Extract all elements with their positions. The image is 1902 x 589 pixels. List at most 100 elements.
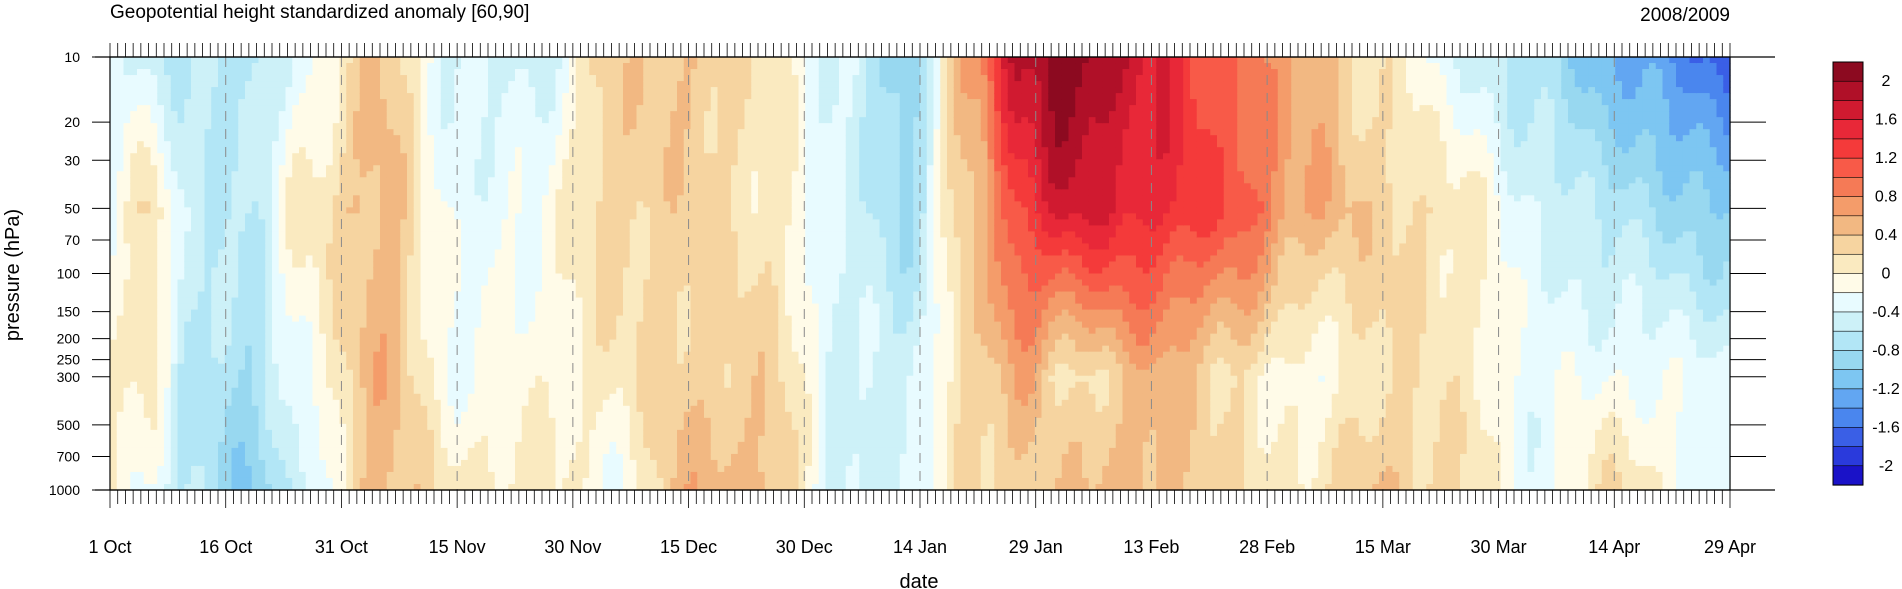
field-cell [184,69,192,76]
field-cell [467,213,476,220]
field-cell [211,465,219,473]
field-cell [454,297,462,305]
field-cell [224,441,233,449]
field-cell [339,471,347,479]
field-cell [440,159,449,166]
field-cell [346,267,354,275]
field-cell [191,99,199,106]
field-cell [434,441,442,449]
field-cell [447,297,455,305]
field-cell [386,447,395,455]
field-cell [231,261,239,269]
field-cell [407,453,415,461]
field-cell [366,105,374,112]
field-cell [319,273,327,281]
field-cell [373,123,381,130]
field-cell [407,141,415,148]
field-cell [116,123,125,130]
field-cell [353,141,361,148]
field-cell [224,237,233,245]
field-cell [150,279,158,287]
field-cell [312,129,320,136]
field-cell [454,117,462,124]
field-cell [143,483,152,491]
field-cell [312,69,320,76]
field-cell [528,417,536,425]
field-cell [272,237,280,245]
field-cell [393,87,401,94]
field-cell [123,381,131,389]
field-cell [494,345,503,353]
field-cell [177,327,185,335]
field-cell [494,369,503,377]
field-cell [272,111,280,118]
field-cell [184,381,192,389]
field-cell [339,303,347,311]
field-cell [434,357,442,365]
field-cell [339,183,347,190]
field-cell [413,297,422,305]
field-cell [353,183,361,190]
field-cell [562,279,570,287]
field-cell [427,87,435,94]
field-cell [238,477,246,485]
field-cell [488,429,496,437]
field-cell [143,225,152,232]
field-cell [137,429,145,437]
field-cell [231,303,239,311]
field-cell [339,165,347,172]
field-cell [440,459,449,467]
field-cell [319,105,327,112]
field-cell [420,471,428,479]
field-cell [413,225,422,232]
field-cell [467,273,476,281]
field-cell [251,75,260,82]
field-cell [400,303,408,311]
field-cell [366,477,374,485]
field-cell [447,207,455,214]
field-cell [474,135,482,142]
field-cell [245,111,253,118]
field-cell [326,387,334,395]
field-cell [278,147,287,154]
field-cell [251,435,260,443]
field-cell [575,159,584,166]
field-cell [454,405,462,413]
field-cell [285,297,293,305]
field-cell [400,411,408,419]
field-cell [555,147,563,154]
field-cell [562,333,570,341]
field-cell [170,63,179,70]
field-cell [204,447,212,455]
field-cell [197,225,206,232]
field-cell [488,75,496,82]
field-cell [177,249,185,257]
field-cell [353,357,361,365]
field-cell [393,339,401,347]
field-cell [305,147,314,154]
field-cell [123,363,131,371]
field-cell [265,297,273,305]
field-cell [170,219,179,226]
field-cell [440,105,449,112]
field-cell [251,411,260,419]
field-cell [380,459,388,467]
field-cell [474,183,482,190]
field-cell [427,465,435,473]
field-cell [110,147,118,154]
field-cell [380,291,388,299]
field-cell [251,141,260,148]
field-cell [272,57,280,64]
field-cell [434,129,442,136]
field-cell [211,333,219,341]
field-cell [245,171,253,178]
field-cell [562,339,570,347]
field-cell [548,327,557,335]
field-cell [461,465,469,473]
field-cell [400,471,408,479]
field-cell [137,165,145,172]
field-cell [488,141,496,148]
field-cell [170,93,179,100]
field-cell [481,483,489,491]
field-cell [386,321,395,329]
